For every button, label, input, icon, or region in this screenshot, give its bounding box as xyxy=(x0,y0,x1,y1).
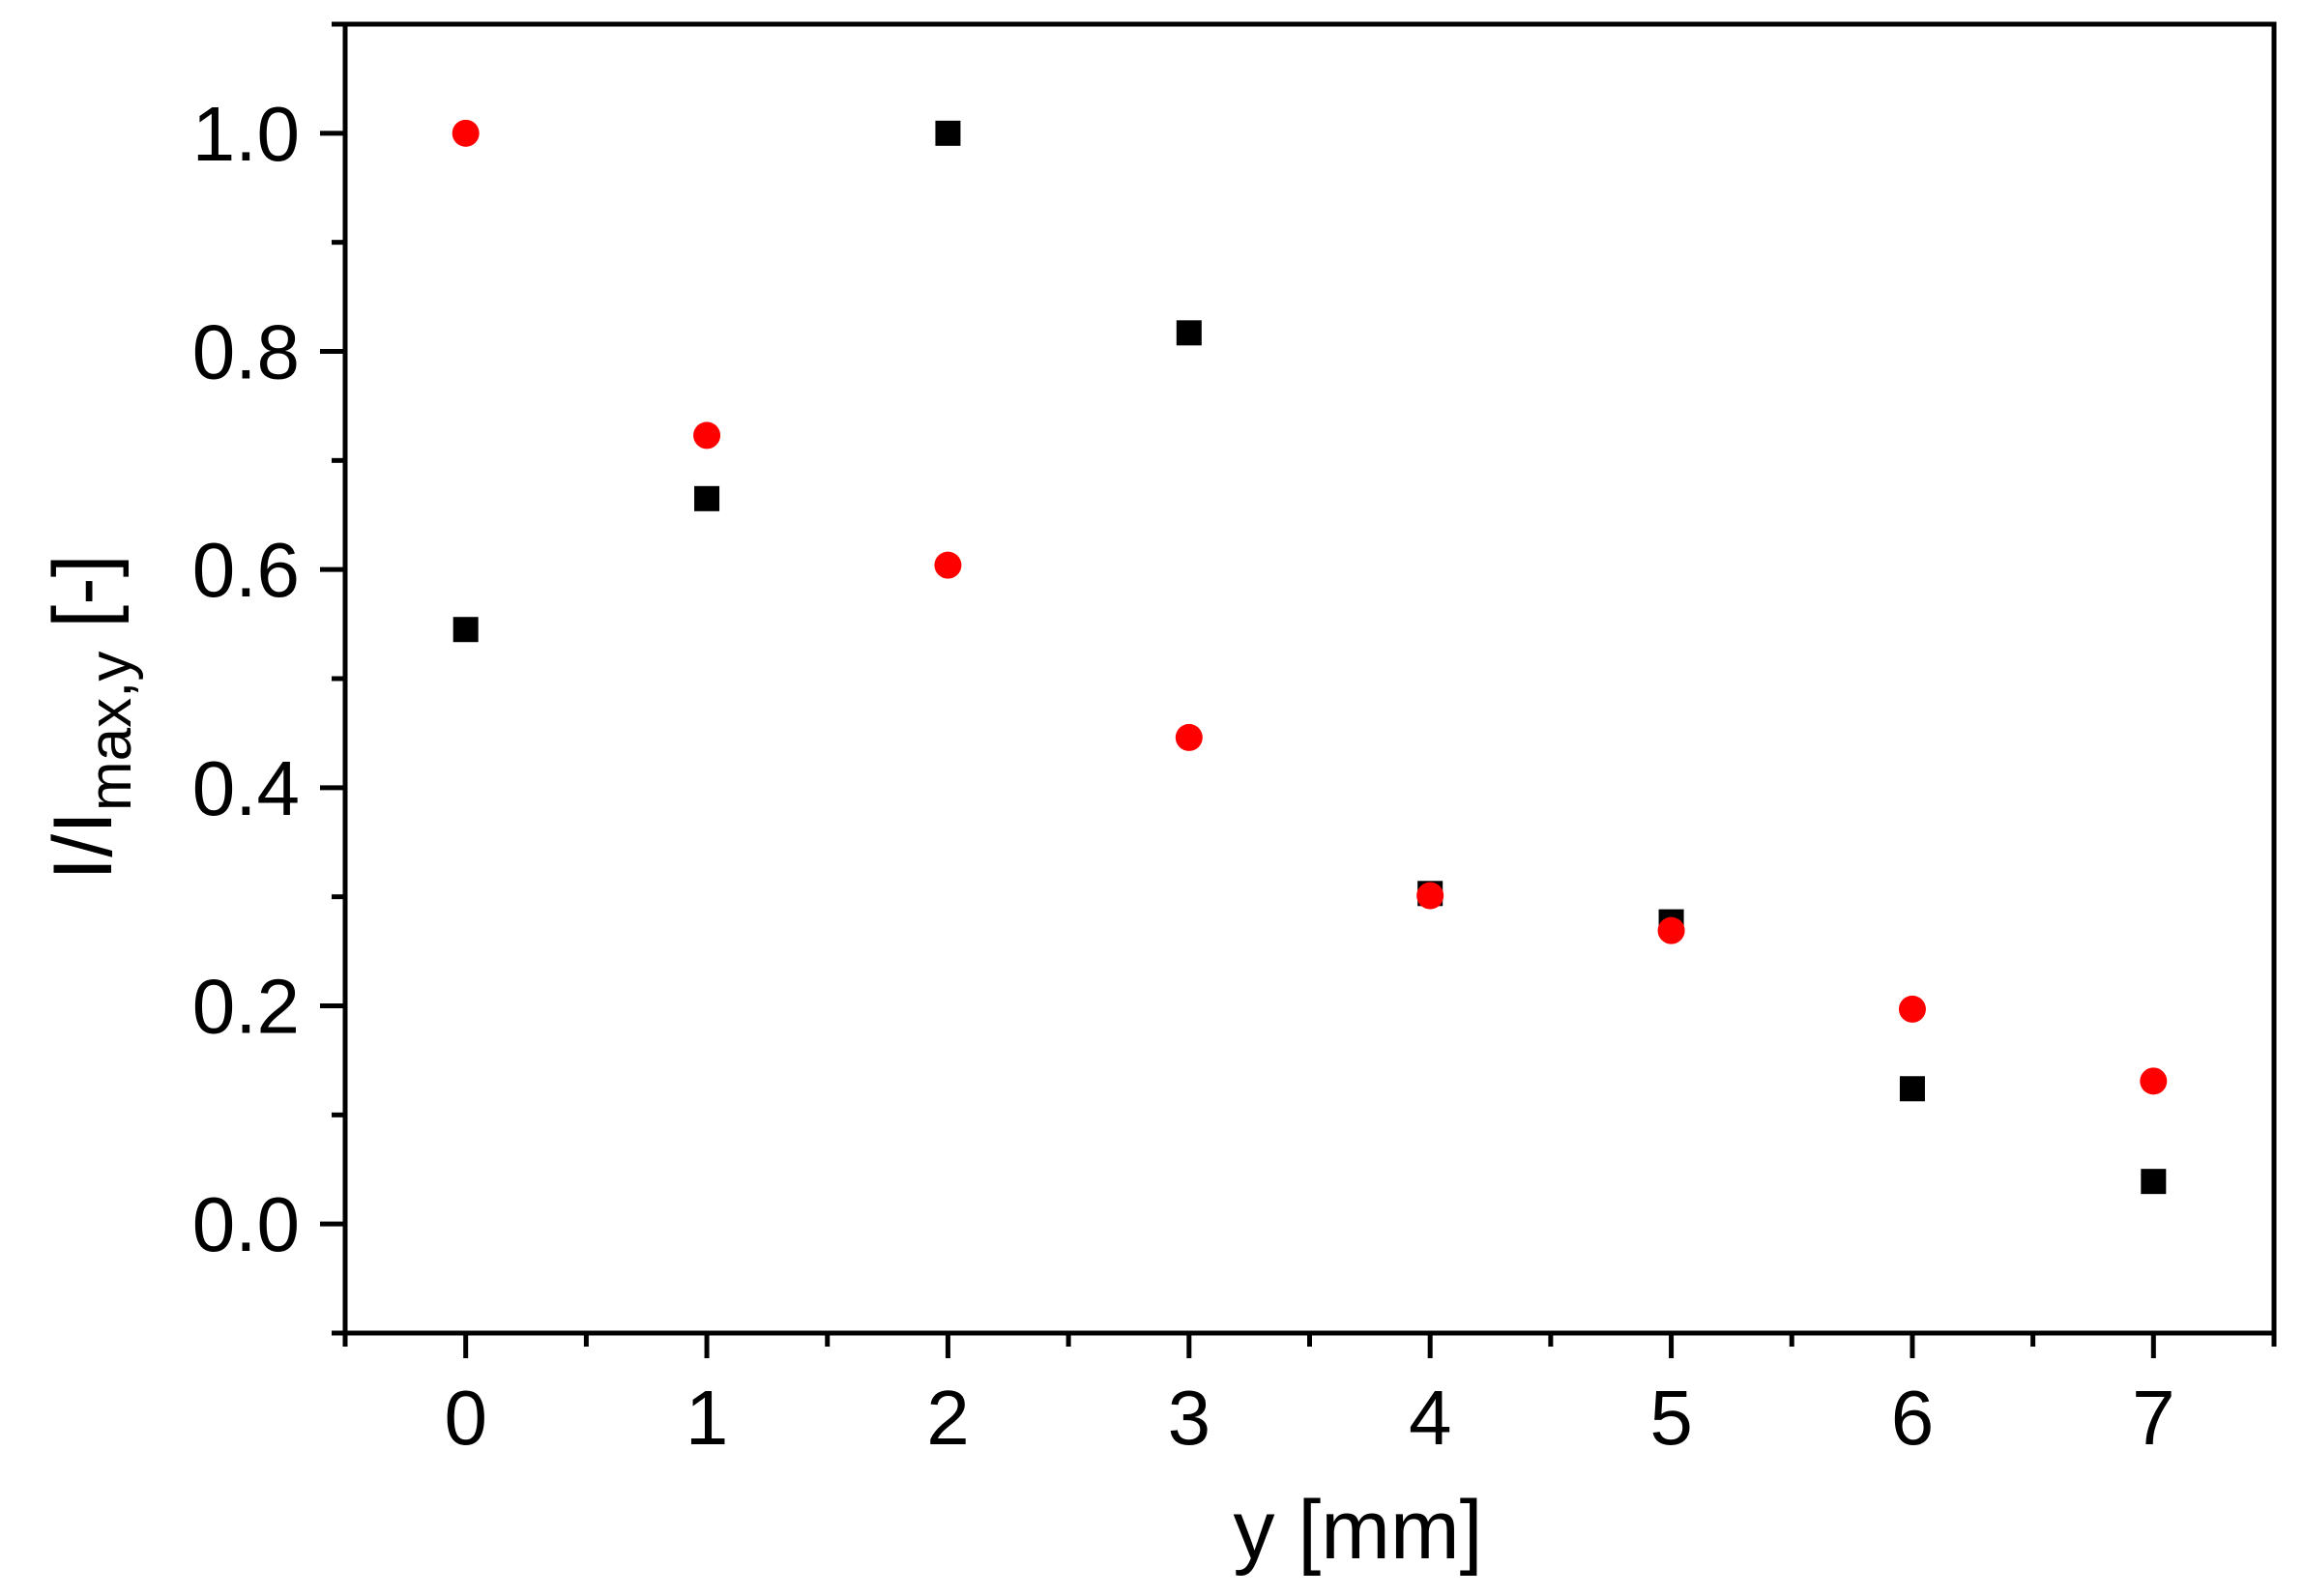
y-tick-label: 1.0 xyxy=(192,91,300,177)
circle-marker-point xyxy=(934,551,962,579)
y-axis-title: I/Imax,y [-] xyxy=(37,554,144,880)
circle-marker-point xyxy=(452,119,480,147)
y-tick-label: 0.4 xyxy=(192,745,300,831)
circle-marker-point xyxy=(1175,723,1203,751)
x-tick-label: 7 xyxy=(2132,1375,2175,1461)
y-tick-label: 0.2 xyxy=(192,964,300,1050)
tick-labels-layer: 0 1 2 3 4 5 6 7 0.0 0.2 0.4 0.6 0.8 1.0 xyxy=(192,91,2175,1461)
x-tick-label: 1 xyxy=(685,1375,729,1461)
circle-marker-point xyxy=(1657,916,1685,944)
square-marker-point xyxy=(452,617,479,643)
x-tick-label: 3 xyxy=(1168,1375,1211,1461)
square-marker-point xyxy=(935,120,961,146)
y-axis-title-suffix: [-] xyxy=(37,554,130,651)
circle-marker-point xyxy=(693,421,721,450)
y-axis-title-subscript: max,y xyxy=(77,652,144,811)
x-tick-label: 0 xyxy=(444,1375,487,1461)
data-points-layer xyxy=(452,119,2168,1195)
y-tick-label: 0.0 xyxy=(192,1181,300,1267)
square-marker-point xyxy=(1899,1076,1925,1102)
plot-frame xyxy=(342,21,2277,1336)
x-axis-title: y [mm] xyxy=(1234,1484,1483,1577)
y-tick-label: 0.8 xyxy=(192,309,300,395)
x-tick-label: 4 xyxy=(1409,1375,1452,1461)
x-tick-label: 6 xyxy=(1891,1375,1935,1461)
square-marker-point xyxy=(2141,1169,2167,1195)
y-axis-title-main: I/I xyxy=(37,811,130,881)
x-tick-label: 5 xyxy=(1649,1375,1693,1461)
x-tick-label: 2 xyxy=(926,1375,970,1461)
ticks-layer xyxy=(320,21,2277,1358)
square-marker-point xyxy=(694,485,720,511)
y-tick-label: 0.6 xyxy=(192,527,300,613)
circle-marker-point xyxy=(1416,882,1444,910)
circle-marker-point xyxy=(1898,995,1926,1023)
circle-marker-point xyxy=(2140,1067,2168,1095)
square-marker-point xyxy=(1176,320,1202,346)
